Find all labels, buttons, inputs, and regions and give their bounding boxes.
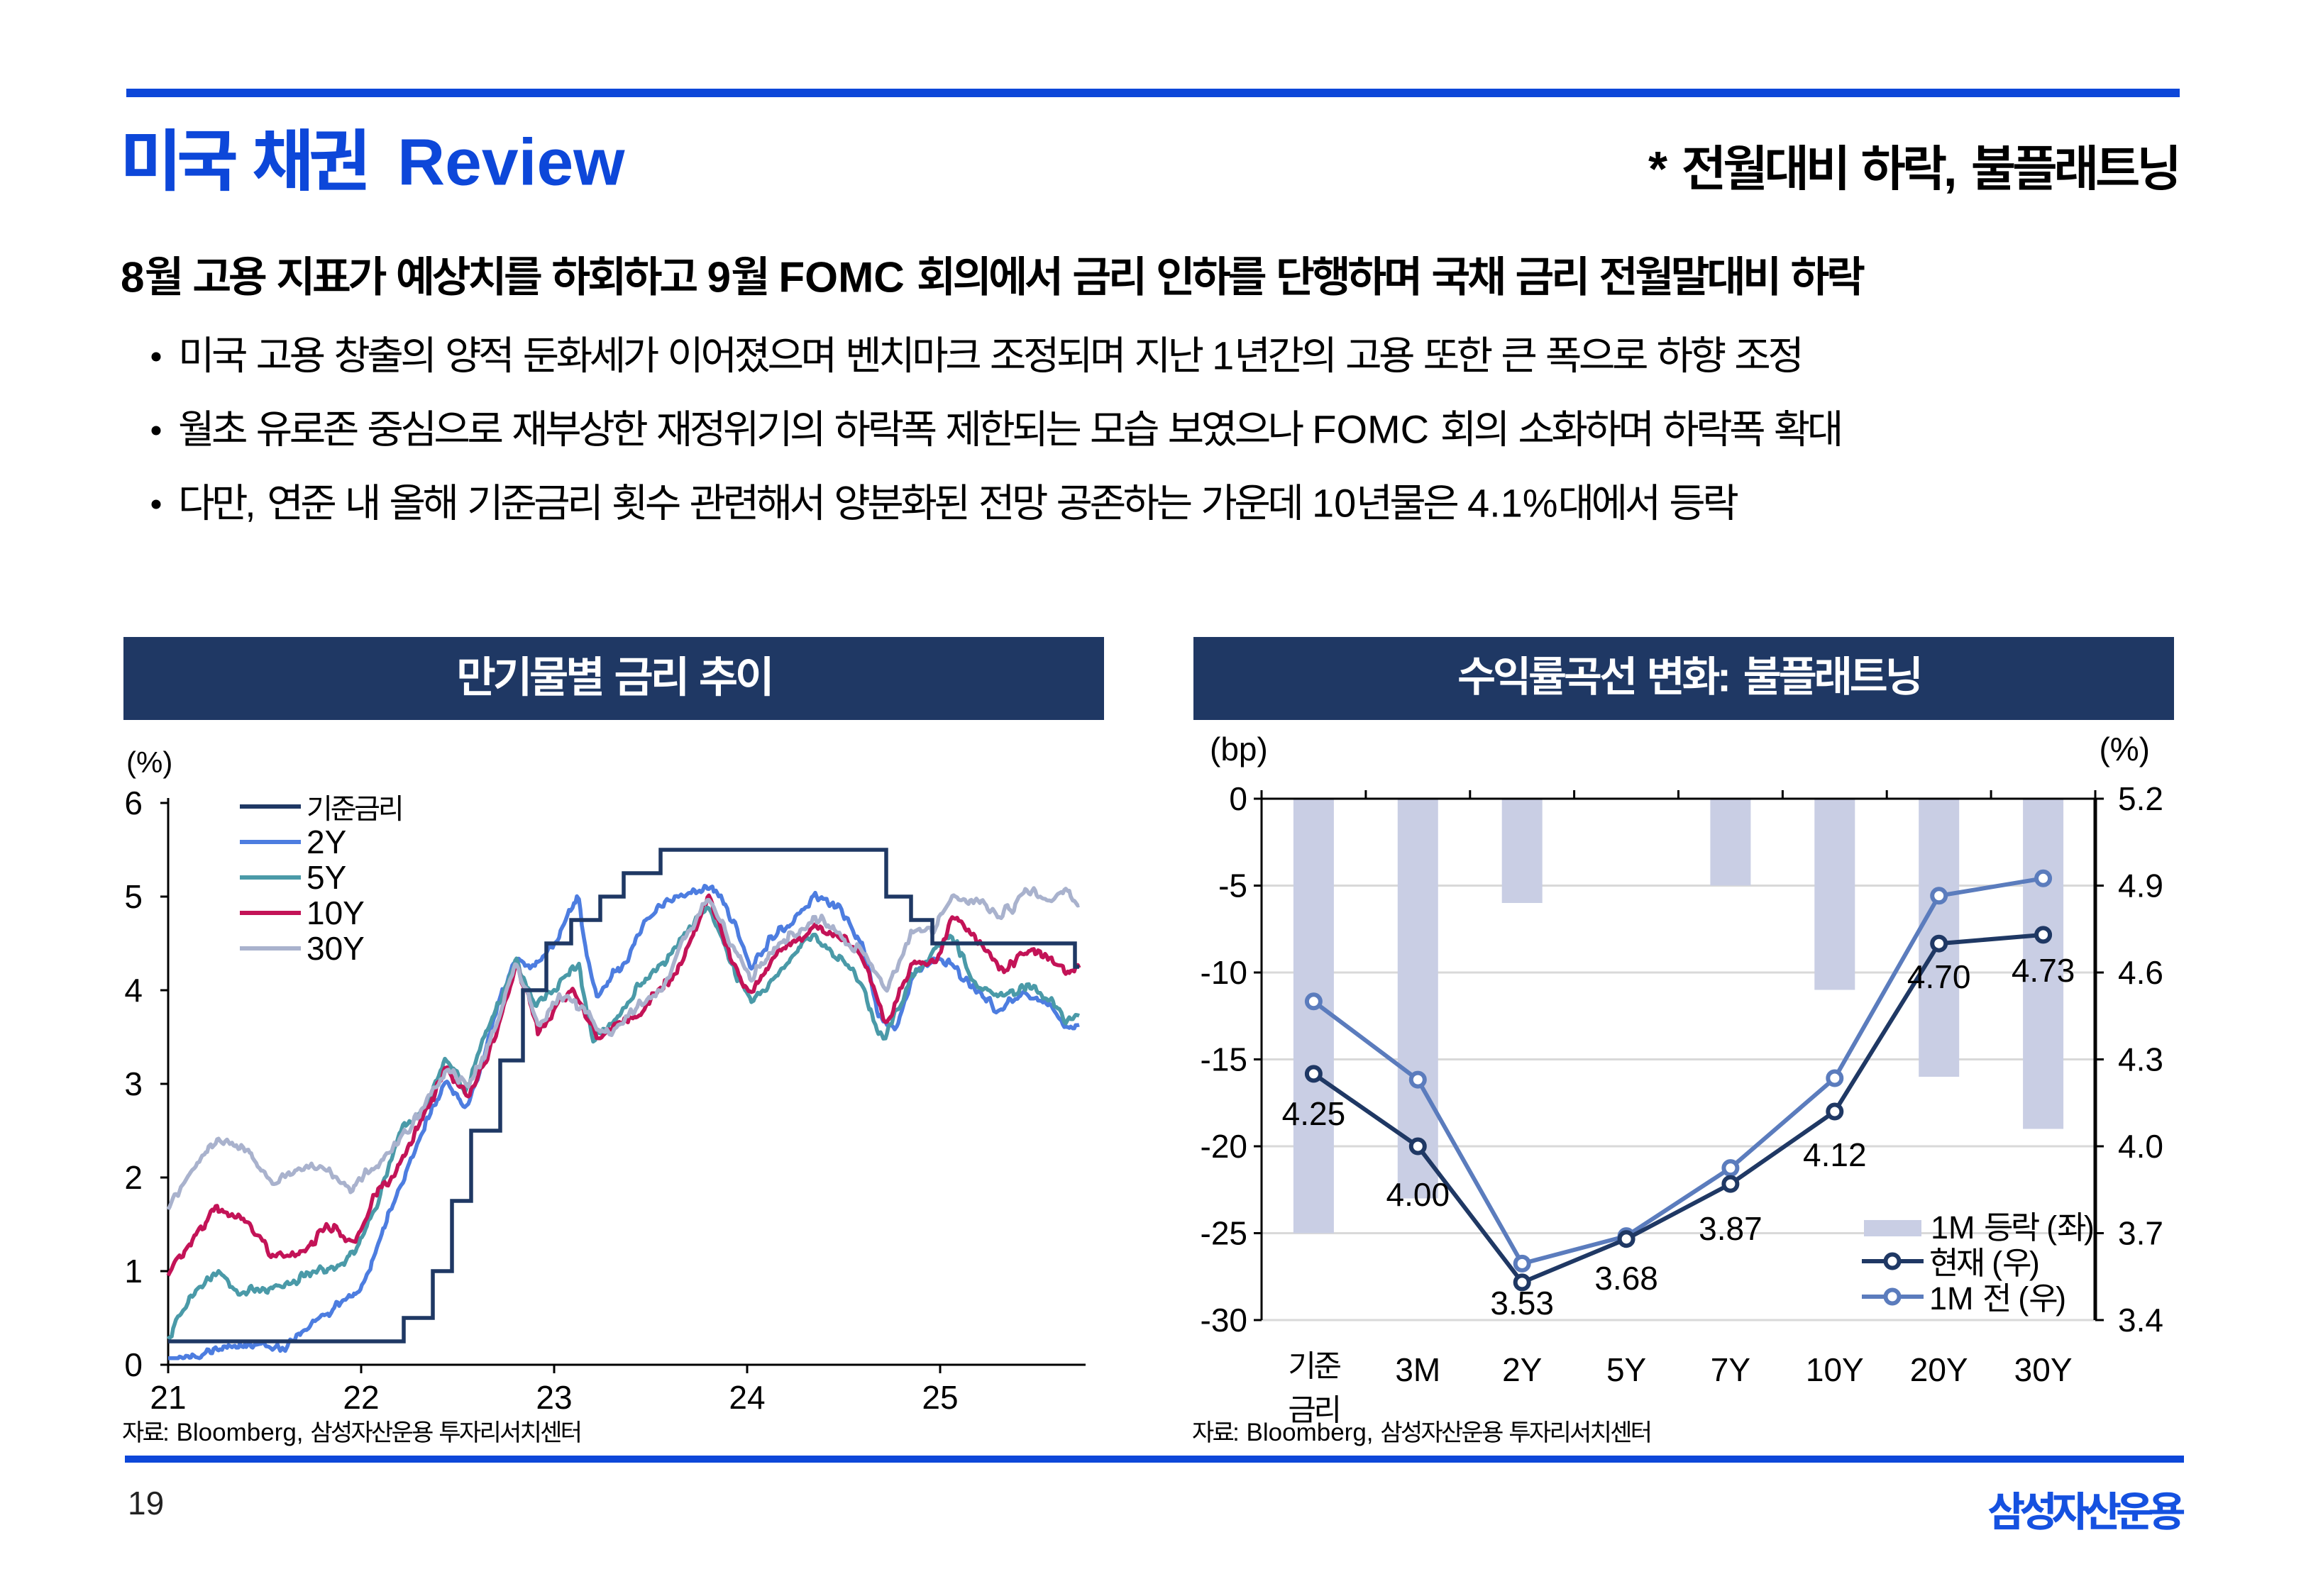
- svg-text:1: 1: [1201, 333, 1235, 378]
- svg-text:4.00: 4.00: [1386, 1176, 1450, 1213]
- svg-text:5: 5: [124, 878, 143, 915]
- svg-text:4.0: 4.0: [2118, 1128, 2163, 1165]
- svg-text:: Bloomberg,: : Bloomberg,: [1232, 1419, 1380, 1446]
- svg-text:(: (: [2009, 1280, 2029, 1317]
- svg-text:-25: -25: [1201, 1215, 1247, 1252]
- svg-text:(: (: [1983, 1245, 2003, 1281]
- svg-text:-30: -30: [1201, 1302, 1247, 1339]
- svg-text:FOMC: FOMC: [1301, 407, 1440, 452]
- svg-text:7Y: 7Y: [1711, 1351, 1750, 1388]
- svg-text:1M: 1M: [1929, 1280, 1982, 1317]
- svg-text:): ): [2084, 1209, 2095, 1246]
- svg-text:,: ,: [245, 481, 267, 526]
- svg-text:1: 1: [124, 1253, 143, 1290]
- svg-text:(%): (%): [2099, 731, 2150, 767]
- svg-text:22: 22: [343, 1379, 379, 1416]
- svg-text:): ): [2029, 1245, 2040, 1281]
- svg-text:4.1%: 4.1%: [1456, 481, 1557, 526]
- svg-text:23: 23: [536, 1379, 572, 1416]
- svg-text:2Y: 2Y: [1502, 1351, 1542, 1388]
- svg-text:2: 2: [124, 1159, 143, 1196]
- svg-text:3M: 3M: [1395, 1351, 1440, 1388]
- svg-text:4.3: 4.3: [2118, 1041, 2163, 1078]
- svg-text:*: *: [1648, 141, 1681, 196]
- svg-text::: :: [1717, 653, 1743, 701]
- svg-text:): ): [2056, 1280, 2066, 1317]
- svg-text:30Y: 30Y: [307, 930, 365, 967]
- svg-text:3.53: 3.53: [1490, 1285, 1554, 1321]
- svg-text:(%): (%): [126, 746, 172, 779]
- svg-text:1M: 1M: [1931, 1209, 1984, 1246]
- svg-text:3.87: 3.87: [1699, 1210, 1762, 1247]
- svg-text:19: 19: [128, 1485, 164, 1522]
- svg-text:4.6: 4.6: [2118, 954, 2163, 991]
- svg-text:9: 9: [695, 253, 731, 301]
- svg-text:(: (: [2038, 1209, 2058, 1246]
- svg-text:25: 25: [922, 1379, 958, 1416]
- svg-text:,: ,: [1943, 141, 1971, 196]
- svg-text:10Y: 10Y: [1806, 1351, 1864, 1388]
- svg-text:FOMC: FOMC: [767, 253, 917, 301]
- svg-text:4.70: 4.70: [1907, 958, 1971, 995]
- svg-text:Review: Review: [397, 126, 625, 199]
- svg-text:3.7: 3.7: [2118, 1215, 2163, 1252]
- svg-text:4.12: 4.12: [1803, 1136, 1867, 1173]
- svg-text:6: 6: [124, 785, 143, 821]
- svg-text:-5: -5: [1218, 868, 1247, 904]
- svg-text:20Y: 20Y: [1910, 1351, 1968, 1388]
- svg-text:-10: -10: [1201, 954, 1247, 991]
- svg-text:4.73: 4.73: [2012, 952, 2075, 989]
- svg-text:2Y: 2Y: [307, 824, 346, 860]
- svg-text:4.25: 4.25: [1282, 1095, 1346, 1132]
- svg-text:5Y: 5Y: [307, 859, 346, 896]
- svg-text:-15: -15: [1201, 1041, 1247, 1078]
- svg-text:3: 3: [124, 1065, 143, 1102]
- svg-text:0: 0: [124, 1346, 143, 1383]
- svg-text:30Y: 30Y: [2014, 1351, 2073, 1388]
- svg-text:(bp): (bp): [1210, 731, 1268, 767]
- svg-text:4.9: 4.9: [2118, 868, 2163, 904]
- svg-text:: Bloomberg,: : Bloomberg,: [162, 1419, 310, 1446]
- svg-text:5.2: 5.2: [2118, 780, 2163, 817]
- svg-text:24: 24: [729, 1379, 765, 1416]
- svg-text:3.4: 3.4: [2118, 1302, 2163, 1339]
- svg-text:21: 21: [150, 1379, 186, 1416]
- svg-text:8: 8: [121, 253, 145, 301]
- svg-text:4: 4: [124, 972, 143, 1009]
- svg-text:-20: -20: [1201, 1128, 1247, 1165]
- svg-text:5Y: 5Y: [1606, 1351, 1646, 1388]
- svg-text:3.68: 3.68: [1594, 1260, 1658, 1297]
- svg-text:0: 0: [1229, 780, 1247, 817]
- svg-text:10Y: 10Y: [307, 894, 365, 931]
- svg-text:10: 10: [1301, 481, 1356, 526]
